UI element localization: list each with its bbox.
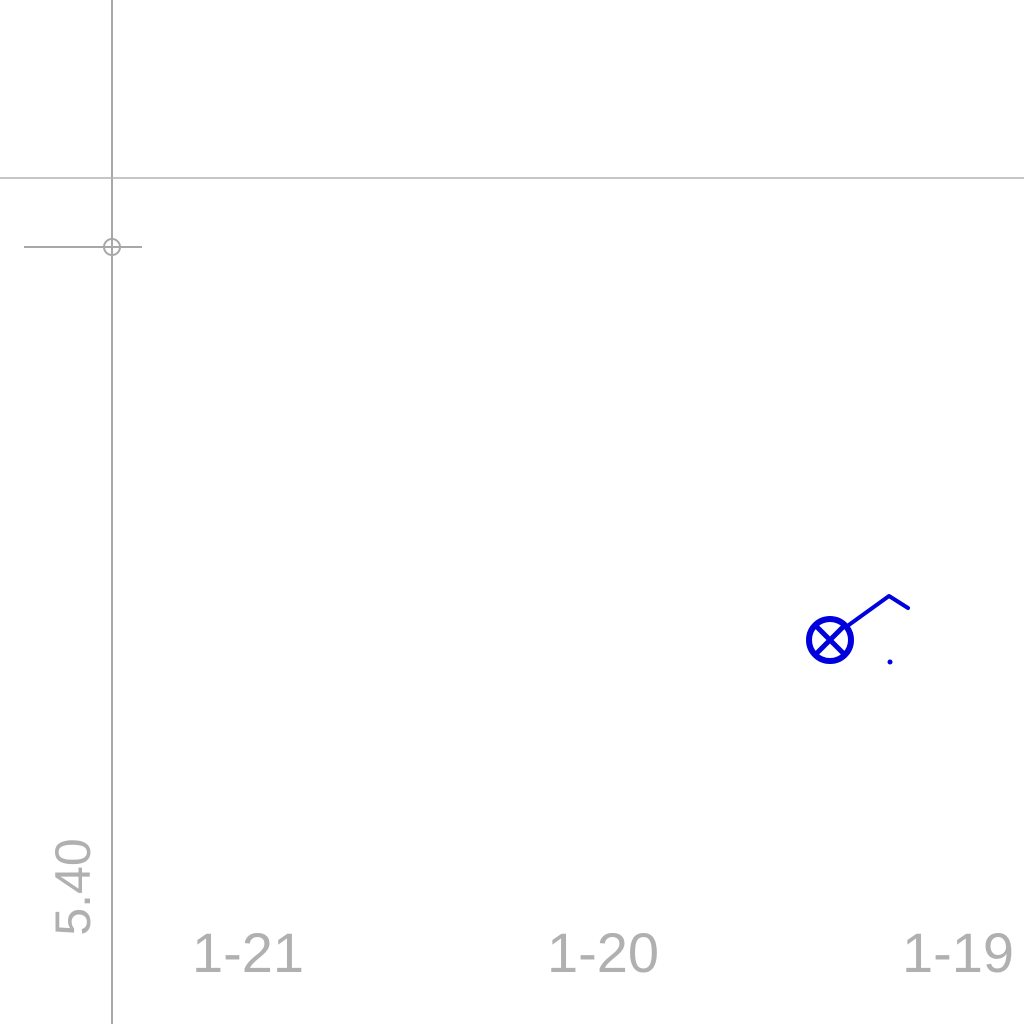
station-symbol — [806, 594, 910, 665]
y-axis-label: 5.40 — [45, 838, 101, 935]
x-axis-label-1-19: 1-19 — [902, 921, 1014, 984]
reference-crosshair — [24, 238, 142, 256]
wind-barb-staff — [844, 594, 910, 629]
x-axis-label-1-20: 1-20 — [547, 921, 659, 984]
station-dot-marker — [887, 659, 893, 665]
station-cross-line-2 — [813, 623, 847, 657]
station-circle-icon — [806, 616, 854, 664]
crosshair-circle-icon — [103, 238, 121, 256]
x-axis-label-1-21: 1-21 — [192, 921, 304, 984]
